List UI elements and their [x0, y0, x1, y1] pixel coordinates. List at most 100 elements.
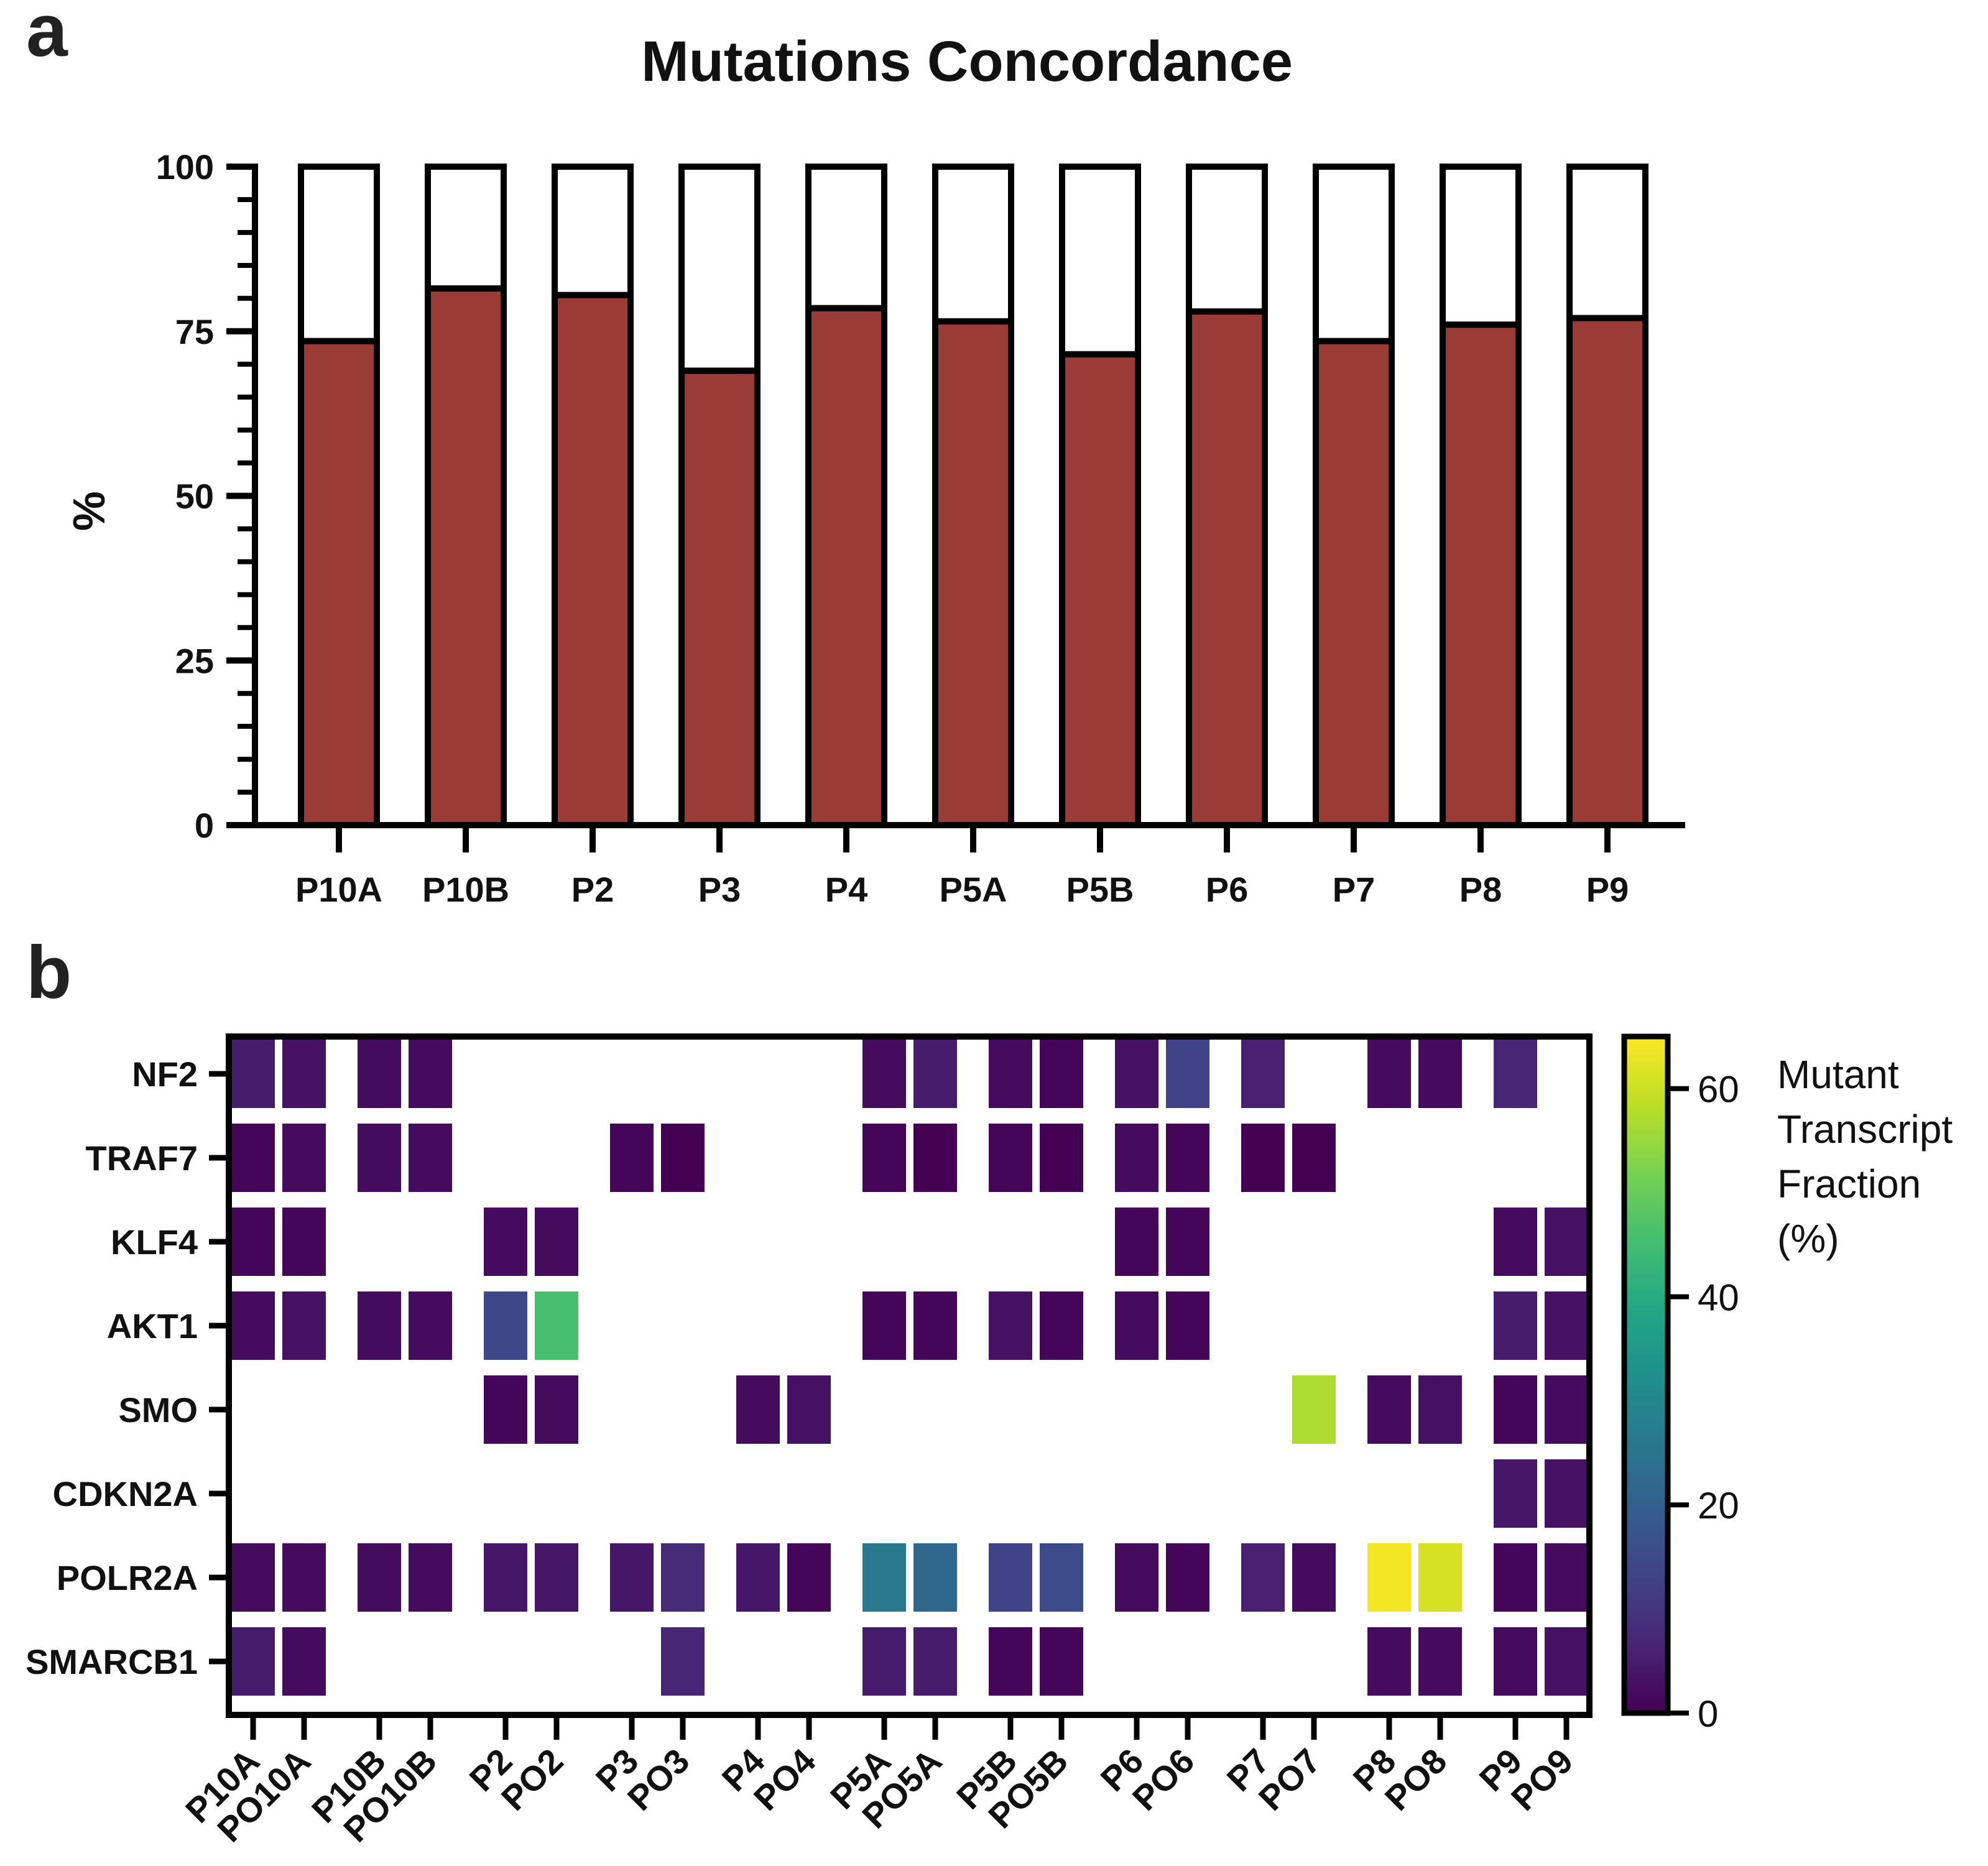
heatmap-cell-akt1-p9	[1494, 1291, 1537, 1360]
bar-p5a	[932, 318, 1014, 828]
x-tick-label-p5a: P5A	[940, 870, 1007, 909]
panel-letter-a: a	[26, 0, 68, 72]
heatmap-cell-polr2a-po2	[535, 1543, 578, 1612]
bars	[298, 164, 1648, 829]
heatmap-cell-smarcb1-po9	[1545, 1627, 1588, 1696]
heatmap-cell-nf2-p8	[1367, 1040, 1411, 1108]
heatmap-cell-polr2a-p2	[484, 1543, 527, 1612]
heatmap-cell-klf4-po2	[535, 1208, 578, 1276]
colorbar-title-line: (%)	[1777, 1216, 1839, 1261]
heatmap-cell-traf7-po10b	[409, 1124, 452, 1192]
heatmap-cell-cdkn2a-po9	[1545, 1459, 1588, 1528]
row-label-smo: SMO	[118, 1390, 198, 1430]
heatmap-cell-smarcb1-po8	[1418, 1627, 1462, 1696]
heatmap-cell-polr2a-p7	[1241, 1543, 1285, 1612]
heatmap-cell-cdkn2a-p9	[1494, 1459, 1537, 1528]
heatmap-cell-klf4-p2	[484, 1208, 527, 1276]
x-tick-label-p7: P7	[1333, 870, 1375, 909]
y-axis-label: %	[65, 491, 114, 531]
heatmap-cell-smo-p8	[1367, 1375, 1411, 1444]
bar-p5b	[1059, 351, 1141, 828]
colorbar-bar	[1621, 1033, 1671, 1716]
heatmap-cell-traf7-p5a	[862, 1124, 906, 1192]
heatmap-cell-klf4-po10a	[282, 1208, 326, 1276]
heatmap-cell-polr2a-p6	[1115, 1543, 1158, 1612]
heatmap-cell-akt1-p10b	[358, 1291, 401, 1360]
heatmap-cell-smo-po7	[1292, 1375, 1336, 1444]
x-tick-label-p2: P2	[571, 870, 614, 909]
bar-p6	[1186, 308, 1268, 829]
row-label-polr2a: POLR2A	[57, 1558, 198, 1597]
heatmap-frame	[226, 1033, 1593, 1718]
heatmap-cell-smo-p2	[484, 1375, 527, 1444]
bar-remainder-p10b	[425, 164, 507, 292]
bar-p10a	[298, 338, 380, 828]
heatmap-cell-nf2-po6	[1166, 1040, 1209, 1108]
heatmap-cell-polr2a-po5b	[1040, 1543, 1083, 1612]
colorbar-tick-label-60: 60	[1698, 1069, 1739, 1111]
heatmap-cell-akt1-po10a	[282, 1291, 326, 1360]
heatmap-cell-polr2a-p3	[610, 1543, 654, 1612]
heatmap-cell-polr2a-p5a	[862, 1543, 906, 1612]
heatmap-cell-polr2a-p9	[1494, 1543, 1537, 1612]
col-label-po6: PO6	[1125, 1741, 1202, 1818]
x-tick-label-p5b: P5B	[1066, 870, 1134, 909]
chart-title: Mutations Concordance	[641, 30, 1293, 93]
heatmap-cell-traf7-po3	[661, 1124, 705, 1192]
bar-remainder-p8	[1440, 164, 1522, 328]
heatmap-cell-polr2a-po9	[1545, 1543, 1588, 1612]
colorbar-tick-label-20: 20	[1698, 1485, 1739, 1527]
bar-remainder-p10a	[298, 164, 380, 344]
heatmap-cell-smarcb1-po3	[661, 1627, 705, 1696]
x-tick-label-p6: P6	[1206, 870, 1249, 909]
x-tick-label-p10b: P10B	[422, 870, 509, 909]
bar-remainder-p5a	[932, 164, 1014, 325]
bar-p7	[1313, 338, 1395, 828]
heatmap-cell-akt1-po2	[535, 1291, 578, 1360]
colorbar-title-line: Fraction	[1777, 1162, 1921, 1206]
heatmap-cell-nf2-p5b	[989, 1040, 1032, 1108]
heatmap-cell-nf2-p6	[1115, 1040, 1158, 1108]
heatmap-cell-polr2a-po5a	[913, 1543, 957, 1612]
heatmap-cell-nf2-p7	[1241, 1040, 1285, 1108]
heatmap-cell-akt1-p2	[484, 1291, 527, 1360]
heatmap-cell-polr2a-po6	[1166, 1543, 1209, 1612]
heatmap-cell-akt1-po9	[1545, 1291, 1588, 1360]
bar-p10b	[425, 285, 507, 829]
heatmap-cell-traf7-p10a	[231, 1124, 275, 1192]
heatmap-cell-traf7-p7	[1241, 1124, 1285, 1192]
heatmap-cell-klf4-p6	[1115, 1208, 1158, 1276]
heatmap-chart: NF2 TRAF7 KLF4 AKT1 SMO CDKN2A POLR2A SMARCB1 P…	[25, 1033, 1953, 1849]
colorbar-tick-label-0: 0	[1698, 1693, 1718, 1735]
heatmap-cell-polr2a-p4	[736, 1543, 780, 1612]
heatmap-cell-akt1-po5b	[1040, 1291, 1083, 1360]
y-tick-label-75: 75	[175, 312, 214, 351]
heatmap-cell-traf7-po10a	[282, 1124, 326, 1192]
heatmap-cell-polr2a-po8	[1418, 1543, 1462, 1612]
heatmap-cell-akt1-p10a	[231, 1291, 275, 1360]
heatmap-cell-akt1-p5a	[862, 1291, 906, 1360]
heatmap-cell-klf4-p9	[1494, 1208, 1537, 1276]
colorbar: 0 20 40 60 Mutant Transcript Fraction (%)	[1621, 1033, 1953, 1735]
heatmap-cell-nf2-p5a	[862, 1040, 906, 1108]
bar-remainder-p2	[552, 164, 634, 298]
heatmap-cell-traf7-p10b	[358, 1124, 401, 1192]
col-label-po2: PO2	[494, 1741, 571, 1818]
heatmap-cell-smarcb1-p5a	[862, 1627, 906, 1696]
bar-remainder-p4	[805, 164, 887, 312]
heatmap-cell-nf2-po10a	[282, 1040, 326, 1108]
heatmap-cell-klf4-po9	[1545, 1208, 1588, 1276]
heatmap-cell-smo-po2	[535, 1375, 578, 1444]
row-label-nf2: NF2	[132, 1055, 198, 1094]
bar-p2	[552, 292, 634, 828]
bar-remainder-p6	[1186, 164, 1268, 315]
heatmap-cell-smarcb1-p8	[1367, 1627, 1411, 1696]
heatmap-cell-polr2a-p8	[1367, 1543, 1411, 1612]
y-tick-label-25: 25	[175, 641, 214, 680]
heatmap-cell-klf4-p10a	[231, 1208, 275, 1276]
heatmap-cell-smo-p4	[736, 1375, 780, 1444]
row-label-cdkn2a: CDKN2A	[53, 1474, 198, 1513]
heatmap-cell-traf7-po5a	[913, 1124, 957, 1192]
